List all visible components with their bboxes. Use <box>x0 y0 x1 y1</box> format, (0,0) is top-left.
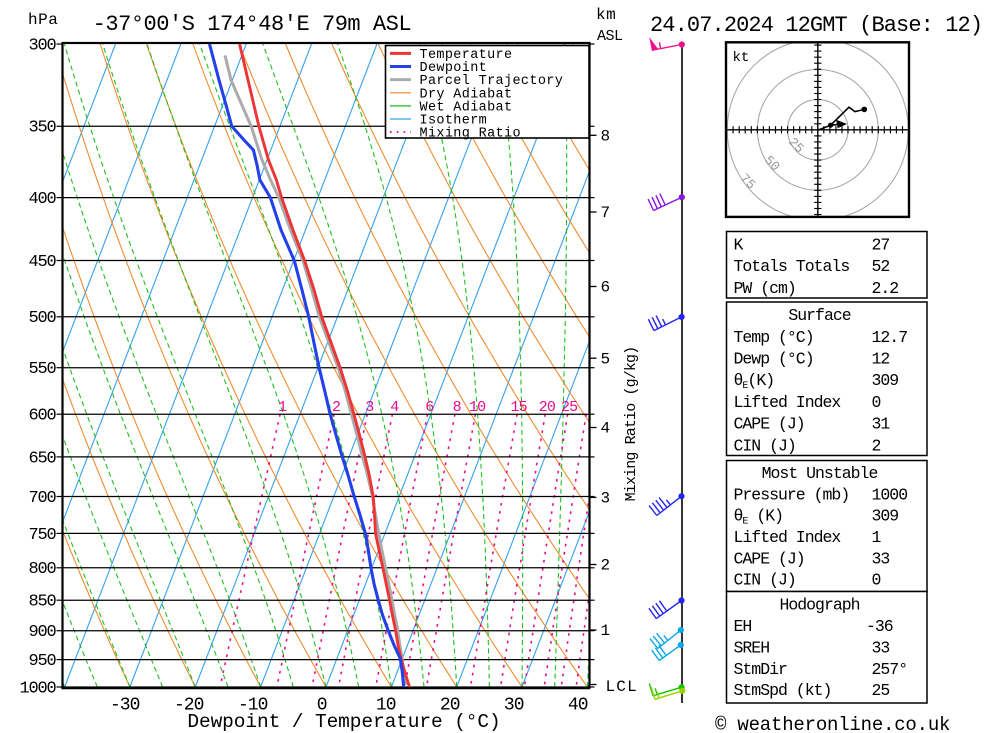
svg-text:400: 400 <box>28 190 56 209</box>
svg-text:52: 52 <box>872 257 890 276</box>
svg-text:3: 3 <box>365 399 374 416</box>
svg-text:650: 650 <box>28 449 56 468</box>
svg-text:10: 10 <box>376 696 396 716</box>
svg-text:33: 33 <box>872 549 890 568</box>
svg-text:2.2: 2.2 <box>872 279 899 298</box>
svg-text:Hodograph: Hodograph <box>779 596 859 615</box>
svg-text:hPa: hPa <box>28 11 58 29</box>
svg-text:2: 2 <box>872 436 881 455</box>
svg-text:-36: -36 <box>866 617 893 636</box>
svg-text:4: 4 <box>601 420 610 438</box>
svg-text:Parcel Trajectory: Parcel Trajectory <box>420 74 564 89</box>
svg-text:Lifted Index: Lifted Index <box>734 393 842 412</box>
svg-text:Temp (°C): Temp (°C) <box>734 328 814 347</box>
svg-text:900: 900 <box>28 623 56 642</box>
svg-text:6: 6 <box>425 399 434 416</box>
svg-text:2: 2 <box>332 399 340 416</box>
svg-text:CIN (J): CIN (J) <box>734 436 796 455</box>
svg-text:-30: -30 <box>110 696 140 716</box>
svg-text:ASL: ASL <box>597 28 623 45</box>
svg-text:1: 1 <box>601 622 610 640</box>
svg-text:EH: EH <box>734 617 752 636</box>
svg-text:Most Unstable: Most Unstable <box>762 464 878 483</box>
svg-text:40: 40 <box>568 696 588 716</box>
svg-text:10: 10 <box>469 399 486 416</box>
svg-text:4: 4 <box>390 399 399 416</box>
svg-text:Temperature: Temperature <box>420 48 513 63</box>
svg-text:750: 750 <box>28 526 56 545</box>
svg-text:309: 309 <box>872 371 899 390</box>
svg-text:2: 2 <box>601 557 610 575</box>
svg-text:950: 950 <box>28 652 56 671</box>
svg-text:Surface: Surface <box>788 306 850 325</box>
svg-text:Isotherm: Isotherm <box>420 114 488 129</box>
svg-text:8: 8 <box>453 399 462 416</box>
svg-text:CAPE (J): CAPE (J) <box>734 415 805 434</box>
svg-text:31: 31 <box>872 415 891 434</box>
svg-text:5: 5 <box>601 350 610 368</box>
svg-text:StmSpd (kt): StmSpd (kt) <box>734 681 832 700</box>
svg-text:500: 500 <box>28 309 56 328</box>
svg-text:km: km <box>596 6 616 24</box>
svg-text:SREH: SREH <box>734 638 770 657</box>
svg-text:350: 350 <box>28 119 56 138</box>
svg-text:Mixing Ratio: Mixing Ratio <box>420 127 521 142</box>
svg-text:6: 6 <box>601 279 610 297</box>
svg-text:257°: 257° <box>872 660 908 679</box>
svg-text:12: 12 <box>872 350 890 369</box>
svg-text:θE (K): θE (K) <box>734 507 784 528</box>
svg-text:20: 20 <box>440 696 460 716</box>
svg-text:Dry Adiabat: Dry Adiabat <box>420 87 513 102</box>
svg-text:27: 27 <box>872 236 890 255</box>
svg-text:CAPE (J): CAPE (J) <box>734 549 805 568</box>
svg-text:Pressure (mb): Pressure (mb) <box>734 485 850 504</box>
svg-text:© weatheronline.co.uk: © weatheronline.co.uk <box>715 714 950 733</box>
svg-text:1: 1 <box>872 528 882 547</box>
svg-text:25: 25 <box>561 399 578 416</box>
svg-text:12.7: 12.7 <box>872 328 908 347</box>
svg-text:700: 700 <box>28 489 56 508</box>
svg-text:Dewp (°C): Dewp (°C) <box>734 350 814 369</box>
svg-text:33: 33 <box>872 638 890 657</box>
svg-text:24.07.2024 12GMT (Base: 12): 24.07.2024 12GMT (Base: 12) <box>650 13 982 38</box>
svg-text:550: 550 <box>28 360 56 379</box>
svg-text:0: 0 <box>317 696 327 716</box>
svg-text:Totals Totals: Totals Totals <box>734 257 850 276</box>
svg-text:450: 450 <box>28 253 56 272</box>
svg-text:1: 1 <box>278 399 287 416</box>
svg-text:1000: 1000 <box>872 485 908 504</box>
svg-text:309: 309 <box>872 507 899 526</box>
svg-text:Mixing Ratio (g/kg): Mixing Ratio (g/kg) <box>623 347 640 502</box>
svg-text:850: 850 <box>28 593 56 612</box>
svg-text:300: 300 <box>28 36 56 55</box>
svg-text:-10: -10 <box>238 696 268 716</box>
svg-text:PW (cm): PW (cm) <box>734 279 796 298</box>
svg-text:kt: kt <box>733 50 750 66</box>
svg-text:0: 0 <box>872 393 881 412</box>
svg-text:7: 7 <box>601 204 610 222</box>
svg-text:LCL: LCL <box>606 678 638 696</box>
svg-text:StmDir: StmDir <box>734 660 788 679</box>
svg-text:0: 0 <box>872 571 881 590</box>
svg-text:Lifted Index: Lifted Index <box>734 528 842 547</box>
svg-text:600: 600 <box>28 407 56 426</box>
svg-text:θE(K): θE(K) <box>734 371 775 392</box>
svg-text:Wet Adiabat: Wet Adiabat <box>420 100 513 115</box>
svg-text:8: 8 <box>601 128 610 146</box>
svg-text:3: 3 <box>601 490 610 508</box>
svg-text:15: 15 <box>510 399 527 416</box>
svg-text:CIN (J): CIN (J) <box>734 571 796 590</box>
svg-text:-37°00'S 174°48'E 79m ASL: -37°00'S 174°48'E 79m ASL <box>93 12 412 37</box>
svg-text:1000: 1000 <box>19 679 56 698</box>
svg-text:30: 30 <box>504 696 524 716</box>
svg-text:800: 800 <box>28 560 56 579</box>
svg-text:25: 25 <box>872 681 890 700</box>
svg-text:Dewpoint / Temperature (°C): Dewpoint / Temperature (°C) <box>187 711 500 733</box>
svg-text:20: 20 <box>539 399 556 416</box>
svg-text:-20: -20 <box>174 696 204 716</box>
svg-text:Dewpoint: Dewpoint <box>420 61 488 76</box>
svg-text:K: K <box>734 236 744 255</box>
